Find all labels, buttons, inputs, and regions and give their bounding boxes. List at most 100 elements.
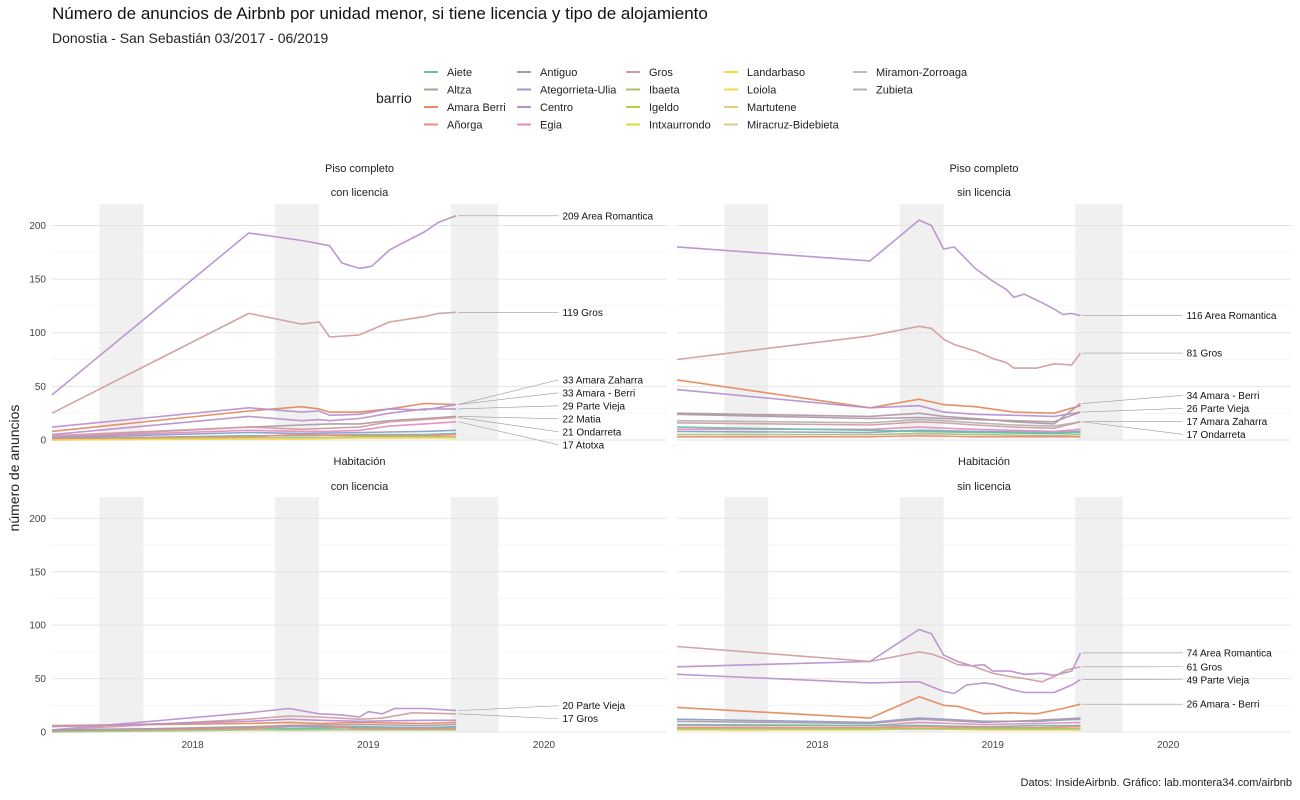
summer-band <box>99 204 144 440</box>
series-line <box>51 436 457 441</box>
series-end-label: 209 Area Romantica <box>562 211 653 222</box>
legend-label: Loiola <box>747 85 777 97</box>
label-leader <box>1082 407 1183 413</box>
series-line <box>676 628 1082 677</box>
label-leader <box>1082 394 1183 404</box>
summer-band <box>724 497 769 732</box>
label-leader <box>458 713 559 720</box>
x-tick-label: 2020 <box>533 740 556 751</box>
series-line <box>676 411 1081 423</box>
label-leader <box>458 379 559 405</box>
series-line <box>51 408 457 436</box>
series-end-label: 61 Gros <box>1187 662 1223 673</box>
chart-title: Número de anuncios de Airbnb por unidad … <box>52 4 708 23</box>
panel-subtitle: con licencia <box>331 481 389 493</box>
series-line <box>676 325 1082 369</box>
chart-subtitle: Donostia - San Sebastián 03/2017 - 06/20… <box>52 30 329 46</box>
series-line <box>51 712 457 731</box>
legend-label: Martutene <box>747 102 797 114</box>
series-end-label: 26 Parte Vieja <box>1187 404 1250 415</box>
y-tick-label: 50 <box>35 382 47 393</box>
legend-title: barrio <box>376 90 412 106</box>
series-line <box>676 717 1081 724</box>
y-tick-label: 200 <box>29 514 46 525</box>
panel: 2018 2019 2020 Habitación sin licencia 74 Are… <box>676 456 1291 751</box>
legend-label: Centro <box>540 102 573 114</box>
series-line <box>51 215 457 396</box>
panel-title: Habitación <box>334 456 386 468</box>
series-end-label: 74 Area Romantica <box>1187 648 1272 659</box>
series-line <box>676 421 1081 429</box>
label-leader <box>458 416 559 420</box>
series-line <box>676 402 1081 425</box>
series-line <box>677 434 1081 438</box>
label-leader <box>458 421 559 446</box>
series-line <box>676 388 1081 418</box>
summer-band <box>275 204 320 440</box>
series-end-label: 17 Atotxa <box>562 440 604 451</box>
summer-band <box>275 497 320 732</box>
series-line <box>676 426 1081 435</box>
series-end-label: 17 Ondarreta <box>1187 430 1246 441</box>
series-line <box>677 725 1081 729</box>
legend-label: Egia <box>540 120 563 132</box>
series-line <box>676 696 1081 719</box>
legend-label: Igeldo <box>649 102 679 114</box>
series-line <box>676 429 1081 434</box>
y-tick-label: 100 <box>29 328 46 339</box>
legend-label: Ibaeta <box>649 85 680 97</box>
x-tick-label: 2018 <box>181 740 204 751</box>
legend-label: Zubieta <box>876 85 914 97</box>
series-line <box>51 721 457 727</box>
x-tick-label: 2019 <box>357 740 380 751</box>
series-end-label: 49 Parte Vieja <box>1187 675 1250 686</box>
series-line <box>51 718 457 728</box>
series-line <box>676 645 1081 683</box>
series-end-label: 33 Amara - Berri <box>562 388 635 399</box>
series-line <box>676 717 1081 725</box>
legend-label: Añorga <box>447 120 483 132</box>
series-line <box>51 416 457 437</box>
y-tick-label: 0 <box>40 728 46 739</box>
series-end-label: 26 Amara - Berri <box>1187 700 1260 711</box>
label-leader <box>458 392 559 405</box>
summer-band <box>899 204 944 440</box>
panel: Piso completo sin licencia 116 Area Romant… <box>676 163 1291 441</box>
series-end-label: 33 Amara Zaharra <box>562 375 643 386</box>
legend-label: Amara Berri <box>447 102 506 114</box>
series-end-label: 29 Parte Vieja <box>562 401 625 412</box>
panel-title: Habitación <box>958 456 1010 468</box>
legend-label: Altza <box>447 85 472 97</box>
series-line <box>676 673 1081 695</box>
series-line <box>677 432 1081 437</box>
panel-subtitle: sin licencia <box>957 481 1012 493</box>
legend-label: Gros <box>649 67 673 79</box>
series-end-label: 17 Amara Zaharra <box>1187 417 1268 428</box>
panel-subtitle: con licencia <box>331 187 389 199</box>
summer-band <box>99 497 144 732</box>
y-axis-title: número de anuncios <box>6 405 22 532</box>
series-end-label: 21 Ondarreta <box>562 427 621 438</box>
series-line <box>676 379 1081 414</box>
summer-band <box>450 497 499 732</box>
legend-label: Miramon-Zorroaga <box>876 67 968 79</box>
series-line <box>51 707 457 731</box>
series-line <box>51 421 457 438</box>
label-leader <box>1082 421 1183 435</box>
y-tick-label: 200 <box>29 221 46 232</box>
panel-title: Piso completo <box>949 163 1018 175</box>
series-end-label: 17 Gros <box>562 714 598 725</box>
series-line <box>676 418 1081 427</box>
summer-band <box>1075 497 1123 732</box>
summer-band <box>724 204 769 440</box>
x-tick-label: 2018 <box>806 740 829 751</box>
legend-label: Miracruz-Bidebieta <box>747 120 840 132</box>
series-line <box>676 219 1081 317</box>
y-tick-label: 150 <box>29 275 46 286</box>
legend-label: Intxaurrondo <box>649 120 711 132</box>
panel: 0 50 100 150 200 2018 2019 2020 Habitación con li… <box>29 456 667 751</box>
series-end-label: 20 Parte Vieja <box>562 701 625 712</box>
legend-label: Landarbaso <box>747 67 805 79</box>
panel: 0 50 100 150 200 Piso completo con licencia 209… <box>29 163 667 451</box>
